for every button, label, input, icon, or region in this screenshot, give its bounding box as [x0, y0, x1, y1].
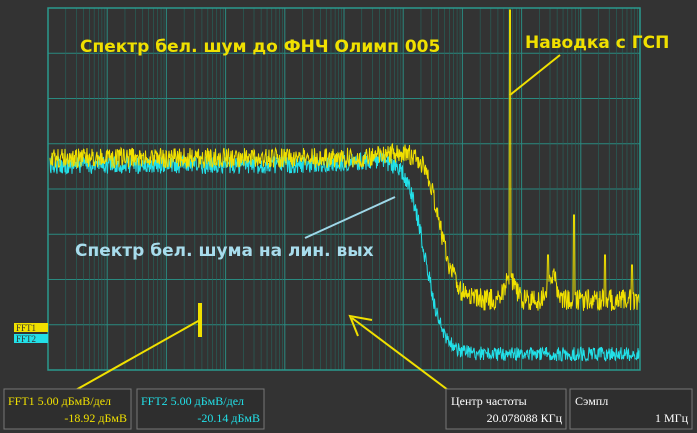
marker-tag: [14, 323, 48, 332]
status-text: Сэмпл: [575, 394, 608, 408]
status-box[interactable]: [445, 388, 567, 430]
traces: [49, 9, 641, 363]
status-box[interactable]: [569, 388, 693, 430]
arrow: [57, 319, 201, 401]
status-box[interactable]: [3, 388, 132, 430]
status-text: 1 МГц: [655, 411, 689, 425]
arrow-head: [348, 314, 373, 337]
status-text: FFT1 5.00 дБмВ/дел: [8, 394, 111, 408]
marker-label: FFT2: [16, 334, 36, 344]
annotation: Наводка с ГСП: [525, 33, 669, 53]
marker-tag: [14, 334, 48, 343]
arrow: [351, 317, 453, 394]
arrow: [509, 54, 561, 96]
status-text: Центр частоты: [451, 394, 527, 408]
status-text: -18.92 дБмВ: [64, 411, 127, 425]
arrow: [304, 196, 396, 239]
status-text: -20.14 дБмВ: [197, 411, 260, 425]
annotation: Спектр бел. шума на лин. вых: [75, 241, 374, 261]
status-text: 20.078088 КГц: [487, 411, 563, 425]
marker-label: FFT1: [16, 323, 36, 333]
status-text: FFT2 5.00 дБмВ/дел: [141, 394, 244, 408]
annotation: Спектр бел. шум до ФНЧ Олимп 005: [80, 37, 440, 57]
grid: [48, 8, 640, 370]
trace: [49, 9, 641, 311]
status-box[interactable]: [136, 388, 265, 430]
plot-frame: [47, 7, 641, 371]
